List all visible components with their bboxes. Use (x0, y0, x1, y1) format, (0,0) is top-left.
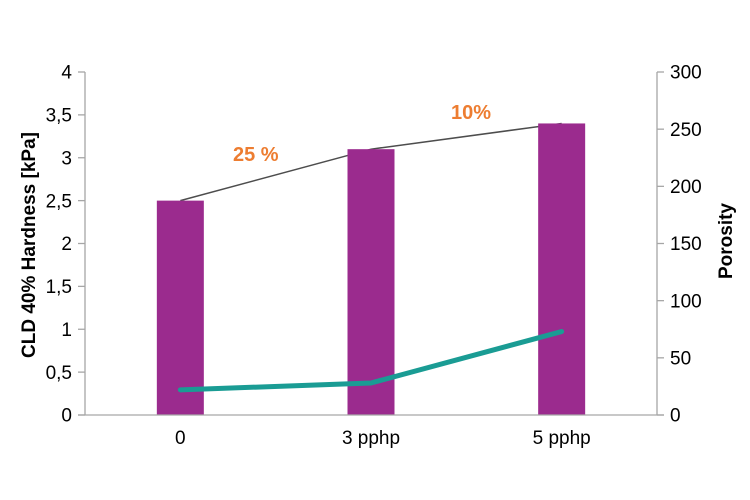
left-axis-tick-label: 2,5 (46, 191, 72, 212)
porosity-line (177, 329, 565, 393)
hardness-bar-5 pphp (538, 123, 586, 415)
left-axis-tick-label: 2 (61, 234, 72, 255)
right-axis-tick-label: 100 (670, 291, 702, 312)
percent-annotation-10: 10% (451, 102, 492, 124)
left-axis-tick-label: 0,5 (46, 363, 72, 384)
hardness-bar-3 pphp (347, 149, 395, 416)
hardness-bar-0 (156, 200, 204, 415)
x-axis-category-label: 3 pphp (342, 428, 400, 449)
left-axis-tick-label: 3 (61, 148, 72, 169)
right-axis-tick-label: 0 (670, 406, 681, 427)
left-axis-tick-label: 4 (61, 63, 72, 84)
left-axis-tick-label: 1,5 (46, 277, 72, 298)
left-axis-tick-label: 0 (61, 406, 72, 427)
left-axis-tick-label: 1 (61, 320, 72, 341)
percent-annotation-25: 25 % (233, 144, 279, 166)
right-axis-tick-label: 50 (670, 348, 691, 369)
right-axis-tick-label: 250 (670, 120, 702, 141)
right-axis-tick-label: 150 (670, 234, 702, 255)
x-axis-category-label: 0 (175, 428, 186, 449)
left-axis-tick-label: 3,5 (46, 106, 72, 127)
left-axis-title: CLD 40% Hardness [kPa] (19, 132, 40, 358)
right-axis-tick-label: 200 (670, 177, 702, 198)
x-axis-category-label: 5 pphp (533, 428, 591, 449)
right-axis-tick-label: 300 (670, 63, 702, 84)
right-axis-title: Porosity (716, 202, 737, 280)
